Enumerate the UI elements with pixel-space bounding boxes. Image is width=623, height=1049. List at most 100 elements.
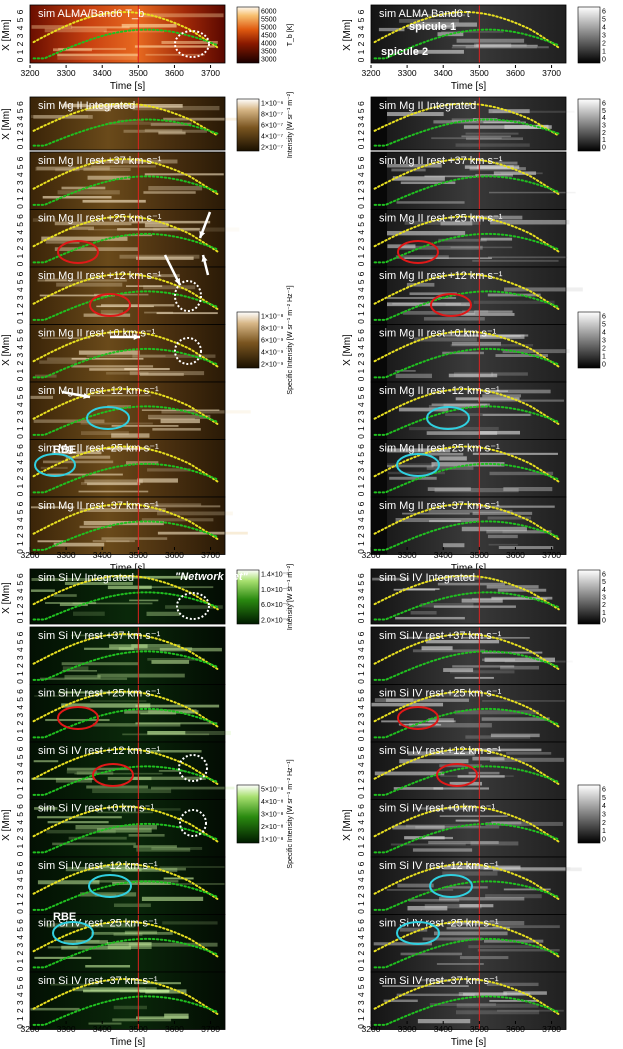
spicule-1-trajectory [32,920,219,958]
emission-streak [458,992,507,996]
emission-streak [109,644,148,649]
emission-streak [143,191,196,194]
x-tick-label: 2 [15,533,25,538]
x-mm-ticks: 0 1 2 3 4 5 6 [356,689,366,742]
emission-streak [396,993,475,997]
highlight-circle [178,754,208,782]
x-tick-label: 5 [15,509,25,514]
x-tick-label: 3 [356,713,366,718]
colorbar-gradient [236,98,260,152]
emission-streak [62,103,88,108]
x-tick-label: 3 [15,468,25,473]
x-tick-label: 6 [15,101,25,106]
time-axis-label: Time [s] [110,81,145,92]
x-tick-label: 3 [356,655,366,660]
emission-streak [148,417,195,420]
emission-streak [152,274,180,278]
colorbar-tick-label: 4000 [261,41,277,48]
x-tick-label: 1 [15,137,25,142]
colorbar-title: Specific Intensity [W sr⁻¹ m⁻² Hz⁻¹] [287,285,294,394]
emission-streak [136,847,191,852]
emission-streak [489,757,565,762]
annotation-arrow [198,211,212,239]
time-axis: 3200 3300 3400 3500 3600 3700 Time [s] [362,65,561,92]
x-tick-label: 1 [15,671,25,676]
colorbar-tick-label: 1×10⁻⁸ [261,314,283,321]
x-tick-label: 4 [356,172,366,177]
emission-streak [400,952,463,956]
emission-streak [372,112,444,117]
emission-streak [100,310,123,314]
emission-streak [163,117,245,121]
x-mm-ticks: 0 1 2 3 4 5 6 [356,156,366,209]
colorbar-tick-label: 1 [602,49,606,56]
emission-streak [412,649,486,653]
emission-streak [96,305,154,308]
siiv-rest-height-title-panel: sim Si IV rest +12 km s⁻¹ [370,741,567,800]
time-tick-label: 3600 [165,550,184,560]
emission-streak [399,759,469,764]
x-tick-label: 2 [15,1008,25,1013]
spicule-2-trajectory [373,995,560,1026]
emission-streak [64,582,133,585]
panel-background [371,152,566,210]
x-tick-label: 1 [15,368,25,373]
colorbar-tick-label: 1.0×10⁻⁵ [261,587,289,594]
x-mm-ticks: 0 1 2 3 4 5 6 [15,919,25,972]
emission-streak [57,53,138,57]
emission-streak [456,38,525,43]
time-tick-label: 3200 [362,550,381,560]
x-mm-ticks: 0 1 2 3 4 5 6 [15,804,25,857]
colorbar-tick-label: 3 [602,33,606,40]
emission-streak [413,337,477,342]
x-tick-label: 5 [15,108,25,113]
emission-streak [103,30,165,33]
x-mm-ticks: 0 1 2 3 4 5 6 [356,746,366,799]
x-tick-label: 6 [356,271,366,276]
emission-streak [34,807,58,810]
panel-background [371,324,566,382]
emission-streak [441,30,504,33]
x-tick-label: 4 [15,935,25,940]
emission-streak [67,767,130,771]
emission-streak [487,293,541,297]
emission-streak [111,433,150,438]
emission-streak [112,1018,172,1022]
spicule-2-trajectory [32,765,219,796]
spicule-1-trajectory [32,272,219,311]
emission-streak [495,354,548,357]
x-tick-label: 3 [15,33,25,38]
emission-streak [54,221,132,226]
x-tick-label: 5 [356,927,366,932]
mgii-height-colorbar: 6543210Maximum τ=1 height [Mm] [577,98,606,152]
emission-streak [36,166,110,171]
x-tick-label: 5 [356,697,366,702]
panel-background [371,627,566,685]
x-tick-label: 3 [356,596,366,601]
colorbar-tick-label: 6 [602,314,606,321]
emission-streak [125,461,159,465]
x-tick-label: 2 [356,418,366,423]
emission-streak [387,471,445,475]
emission-streak [450,343,534,347]
emission-streak [161,410,251,414]
x-tick-label: 6 [15,976,25,981]
x-tick-label: 4 [15,460,25,465]
emission-streak [145,53,205,56]
emission-streak [91,165,156,168]
emission-streak [396,201,465,204]
x-tick-label: 1 [356,311,366,316]
emission-streak [453,372,494,377]
emission-streak [45,718,110,722]
emission-streak [151,505,221,508]
arrow-head [83,392,90,399]
emission-streak [113,1005,148,1010]
colorbar-tick-label: 5×10⁻⁸ [261,787,283,794]
emission-streak [473,300,555,304]
emission-streak [483,867,571,871]
x-tick-label: 3 [356,295,366,300]
time-tick-label: 3700 [201,68,220,78]
siiv-rest-title: sim Si IV rest +25 km s⁻¹ [38,688,161,700]
x-tick-label: 3 [15,123,25,128]
